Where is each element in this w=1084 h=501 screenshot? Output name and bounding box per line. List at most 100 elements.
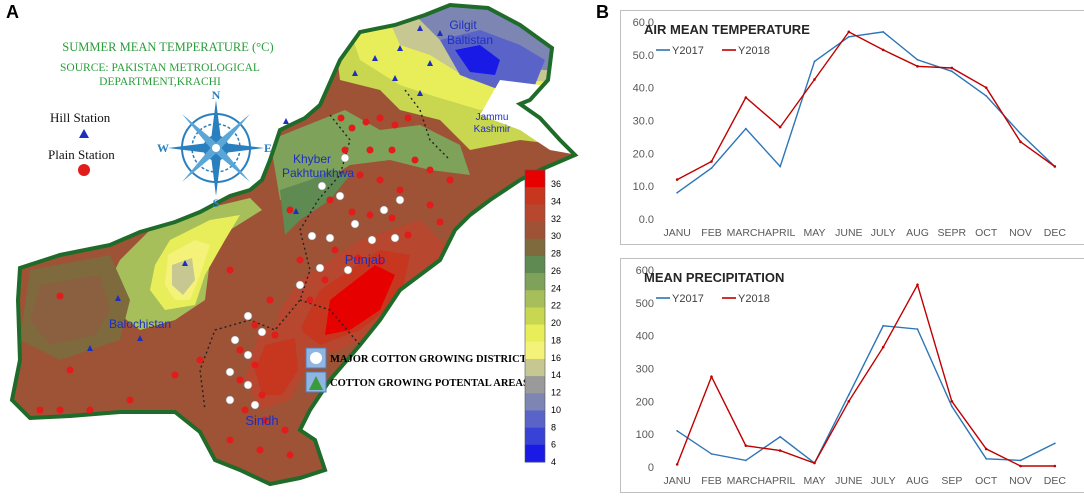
- compass-rose-icon: [168, 100, 264, 196]
- compass-s: S: [213, 196, 220, 210]
- y-tick-label: 30.0: [633, 116, 654, 128]
- scale-tick-label: 32: [551, 214, 561, 224]
- scale-swatch: [525, 290, 545, 308]
- data-point-Y2017: [882, 31, 884, 33]
- data-point-Y2017: [917, 328, 919, 330]
- data-point-Y2018: [745, 96, 748, 99]
- label-gilgit: Gilgit: [449, 18, 477, 32]
- data-point-Y2018: [710, 375, 713, 378]
- scale-swatch: [525, 445, 545, 463]
- x-tick-label: APRIL: [765, 475, 796, 487]
- data-point-Y2018: [676, 463, 679, 466]
- data-point-Y2017: [951, 70, 953, 72]
- legend-label-Y2018: Y2018: [738, 293, 770, 305]
- data-point-Y2018: [745, 444, 748, 447]
- x-tick-label: SEPR: [938, 227, 967, 239]
- compass-n: N: [212, 88, 221, 102]
- scale-tick-label: 16: [551, 353, 561, 363]
- x-tick-label: MARCH: [727, 227, 766, 239]
- scale-swatch: [525, 170, 545, 188]
- data-point-Y2017: [745, 128, 747, 130]
- label-sindh: Sindh: [245, 413, 278, 428]
- x-tick-label: JANU: [663, 475, 690, 487]
- scale-tick-label: 34: [551, 196, 561, 206]
- data-point-Y2018: [848, 31, 851, 34]
- label-pakhtunkhwa: Pakhtunkhwa: [282, 166, 354, 180]
- data-point-Y2018: [848, 400, 851, 403]
- y-tick-label: 400: [636, 331, 654, 343]
- scale-tick-label: 10: [551, 405, 561, 415]
- chart-title: AIR MEAN TEMPERATURE: [644, 22, 810, 37]
- data-point-Y2018: [951, 67, 954, 70]
- data-point-Y2018: [1054, 165, 1057, 168]
- y-tick-label: 200: [636, 396, 654, 408]
- data-point-Y2017: [814, 61, 816, 63]
- data-point-Y2017: [882, 325, 884, 327]
- x-tick-label: DEC: [1044, 227, 1067, 239]
- map-source-line2: DEPARTMENT,KRACHI: [99, 76, 221, 88]
- legend-hill-label: Hill Station: [50, 110, 111, 125]
- x-tick-label: MAY: [804, 475, 826, 487]
- scale-swatch: [525, 359, 545, 377]
- scale-swatch: [525, 410, 545, 428]
- scale-swatch: [525, 239, 545, 257]
- data-point-Y2017: [985, 95, 987, 97]
- data-point-Y2017: [745, 460, 747, 462]
- legend-label-Y2017: Y2017: [672, 293, 704, 305]
- x-tick-label: OCT: [975, 227, 998, 239]
- map-svg: SUMMER MEAN TEMPERATURE (°C) SOURCE: PAK…: [0, 0, 605, 496]
- data-point-Y2018: [1019, 465, 1022, 468]
- x-tick-label: JANU: [663, 227, 690, 239]
- data-point-Y2018: [813, 462, 816, 465]
- data-point-Y2018: [676, 178, 679, 181]
- scale-swatch: [525, 204, 545, 222]
- label-kashmir: Kashmir: [474, 124, 511, 135]
- legend-label-Y2017: Y2017: [672, 45, 704, 57]
- data-point-Y2017: [676, 192, 678, 194]
- scale-swatch: [525, 325, 545, 343]
- cotton-major-label: MAJOR COTTON GROWING DISTRICTS: [330, 354, 533, 365]
- scale-tick-label: 24: [551, 283, 561, 293]
- compass-e: E: [264, 141, 272, 155]
- data-point-Y2018: [951, 400, 954, 403]
- scale-swatch: [525, 393, 545, 411]
- scale-tick-label: 12: [551, 388, 561, 398]
- scale-swatch: [525, 428, 545, 446]
- data-point-Y2017: [917, 59, 919, 61]
- x-tick-label: JUNE: [835, 475, 862, 487]
- label-jammu: Jammu: [476, 112, 509, 123]
- data-point-Y2017: [676, 430, 678, 432]
- scale-tick-label: 28: [551, 249, 561, 259]
- data-point-Y2017: [951, 405, 953, 407]
- scale-tick-label: 30: [551, 231, 561, 241]
- x-tick-label: DEC: [1044, 475, 1067, 487]
- y-tick-label: 0: [648, 462, 654, 474]
- data-point-Y2017: [848, 36, 850, 38]
- data-point-Y2017: [1020, 460, 1022, 462]
- x-tick-label: FEB: [701, 227, 721, 239]
- panel-b-label: B: [596, 2, 609, 23]
- scale-tick-label: 14: [551, 370, 561, 380]
- scale-tick-label: 18: [551, 335, 561, 345]
- scale-tick-label: 36: [551, 179, 561, 189]
- scale-tick-label: 4: [551, 457, 556, 467]
- x-tick-label: APRIL: [765, 227, 796, 239]
- x-tick-label: MAY: [804, 227, 826, 239]
- label-baltistan: Baltistan: [447, 33, 493, 47]
- temperature-scale: [525, 170, 545, 463]
- data-point-Y2017: [779, 166, 781, 168]
- scale-tick-label: 8: [551, 422, 556, 432]
- data-point-Y2017: [1020, 133, 1022, 135]
- compass-w: W: [157, 141, 169, 155]
- data-point-Y2018: [779, 126, 782, 129]
- data-point-Y2018: [882, 346, 885, 349]
- x-tick-label: JULY: [871, 227, 896, 239]
- scale-swatch: [525, 273, 545, 291]
- data-point-Y2018: [985, 448, 988, 451]
- x-tick-label: OCT: [975, 475, 998, 487]
- label-punjab: Punjab: [345, 252, 385, 267]
- x-tick-label: AUG: [906, 475, 929, 487]
